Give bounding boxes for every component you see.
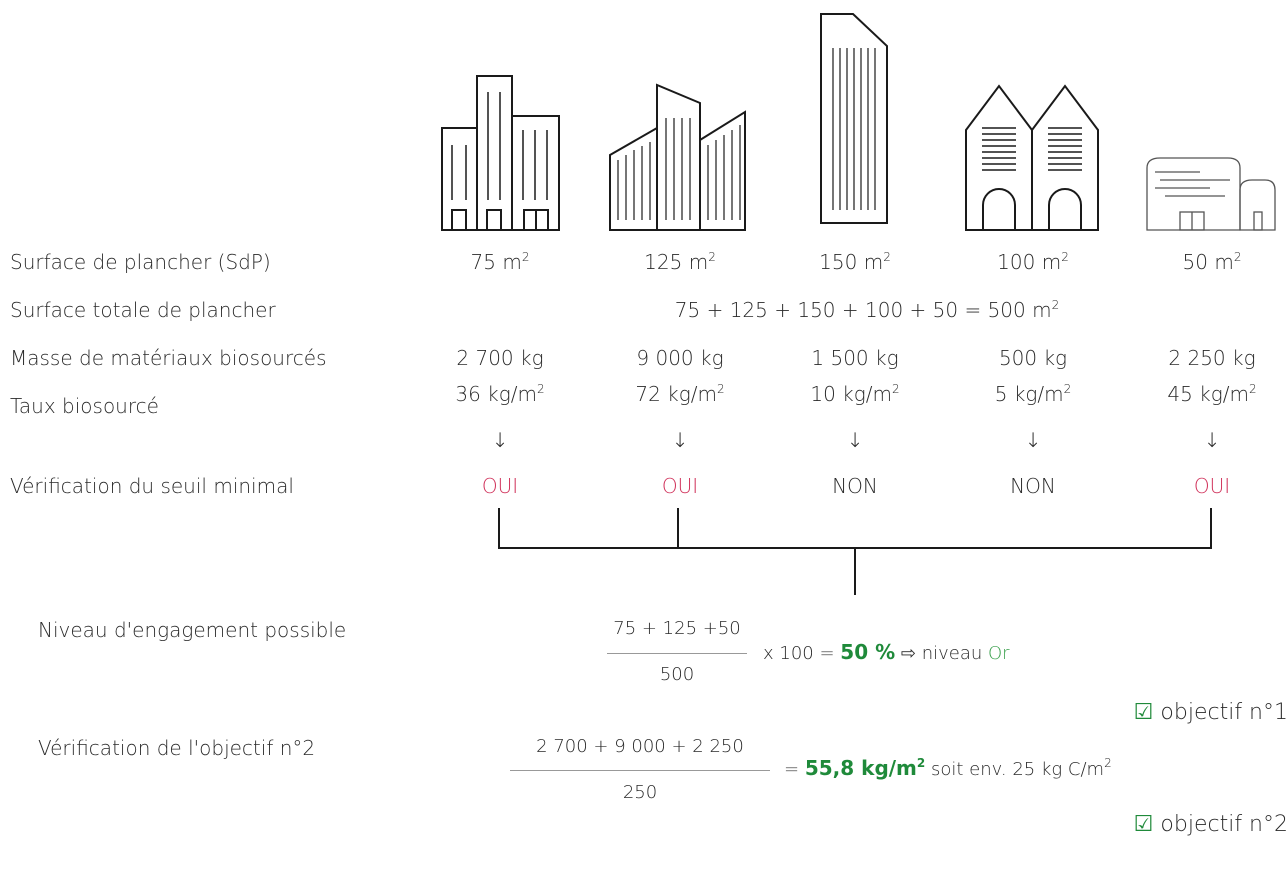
verification-result: NON <box>775 474 935 498</box>
niveau-percent: 50 % <box>840 640 895 664</box>
surface-value: 75 m2 <box>420 250 580 274</box>
row-label-verif: Vérification du seuil minimal <box>10 474 294 498</box>
low-building-icon <box>1147 158 1275 230</box>
down-arrow-icon: ↓ <box>1132 428 1288 452</box>
verification-result: OUI <box>600 474 760 498</box>
verification-result: NON <box>953 474 1113 498</box>
niveau-arrow-icon: ⇨ <box>901 643 916 664</box>
row-label-total: Surface totale de plancher <box>10 298 276 322</box>
objectif-1-check: ☑ objectif n°1 <box>1134 700 1288 725</box>
masse-value: 9 000 kg <box>600 346 760 370</box>
verification-result: OUI <box>420 474 580 498</box>
obj2-value: 55,8 kg/m2 <box>805 756 925 780</box>
taux-value: 72 kg/m2 <box>600 382 760 406</box>
masse-value: 1 500 kg <box>775 346 935 370</box>
niveau-level: Or <box>988 643 1010 664</box>
niveau-numerator: 75 + 125 +50 <box>597 618 757 639</box>
surface-value: 125 m2 <box>600 250 760 274</box>
masse-value: 2 700 kg <box>420 346 580 370</box>
masse-value: 500 kg <box>953 346 1113 370</box>
obj2-result: = 55,8 kg/m2 soit env. 25 kg C/m2 <box>784 756 1112 780</box>
twin-houses-icon <box>966 86 1098 230</box>
oui-bracket <box>498 508 1212 595</box>
row-label-obj2: Vérification de l'objectif n°2 <box>38 736 315 760</box>
office-towers-icon <box>442 76 559 230</box>
verification-result: OUI <box>1132 474 1288 498</box>
obj2-denominator: 250 <box>500 782 780 803</box>
surface-value: 100 m2 <box>953 250 1113 274</box>
taux-value: 10 kg/m2 <box>775 382 935 406</box>
down-arrow-icon: ↓ <box>953 428 1113 452</box>
checkbox-icon: ☑ <box>1134 812 1154 837</box>
checkbox-icon: ☑ <box>1134 700 1154 725</box>
down-arrow-icon: ↓ <box>420 428 580 452</box>
objectif-2-check: ☑ objectif n°2 <box>1134 812 1288 837</box>
row-label-masse: Masse de matériaux biosourcés <box>10 346 326 370</box>
down-arrow-icon: ↓ <box>600 428 760 452</box>
niveau-fraction-line <box>607 653 747 654</box>
row-label-sdp: Surface de plancher (SdP) <box>10 250 271 274</box>
skyscraper-icon <box>821 14 887 223</box>
surface-value: 150 m2 <box>775 250 935 274</box>
taux-value: 5 kg/m2 <box>953 382 1113 406</box>
masse-value: 2 250 kg <box>1132 346 1288 370</box>
modern-towers-icon <box>610 85 745 230</box>
taux-value: 36 kg/m2 <box>420 382 580 406</box>
row-label-niveau: Niveau d'engagement possible <box>38 618 346 642</box>
total-surface-formula: 75 + 125 + 150 + 100 + 50 = 500 m2 <box>657 298 1077 322</box>
obj2-numerator: 2 700 + 9 000 + 2 250 <box>500 736 780 757</box>
niveau-denominator: 500 <box>597 664 757 685</box>
niveau-result: x 100 = 50 % ⇨ niveau Or <box>763 640 1010 664</box>
surface-value: 50 m2 <box>1132 250 1288 274</box>
row-label-taux: Taux biosourcé <box>10 394 159 418</box>
down-arrow-icon: ↓ <box>775 428 935 452</box>
taux-value: 45 kg/m2 <box>1132 382 1288 406</box>
obj2-fraction-line <box>510 770 770 771</box>
